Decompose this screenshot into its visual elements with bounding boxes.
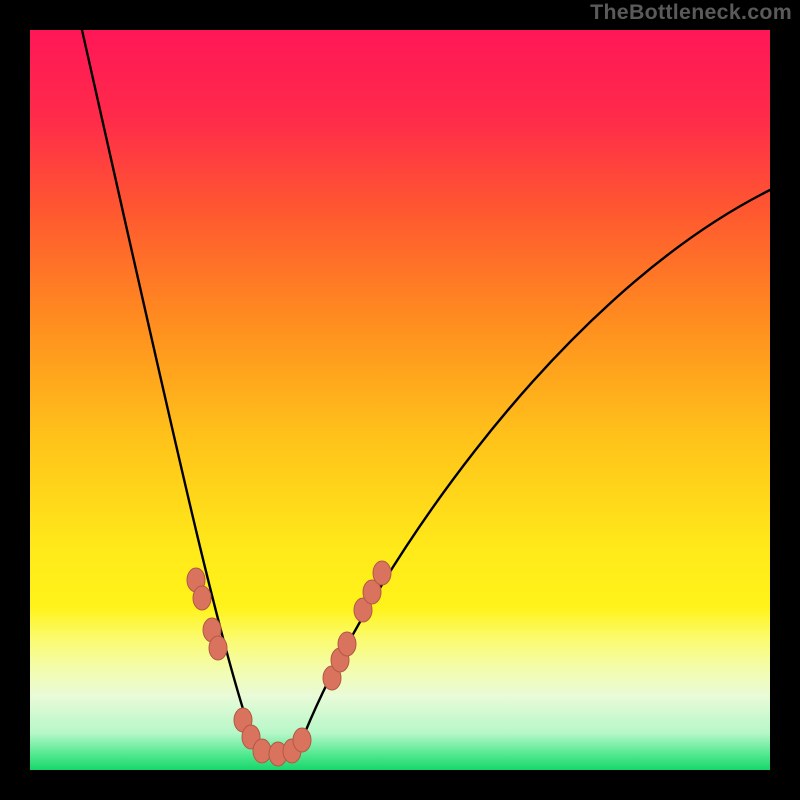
marker-dot <box>338 632 356 656</box>
gradient-background <box>30 30 770 770</box>
marker-dot <box>253 739 271 763</box>
plot-svg <box>30 30 770 770</box>
watermark-text: TheBottleneck.com <box>590 0 792 25</box>
marker-dot <box>293 728 311 752</box>
marker-dot <box>193 586 211 610</box>
marker-dot <box>209 636 227 660</box>
chart-canvas: TheBottleneck.com <box>0 0 800 800</box>
plot-area <box>30 30 770 770</box>
marker-dot <box>373 561 391 585</box>
